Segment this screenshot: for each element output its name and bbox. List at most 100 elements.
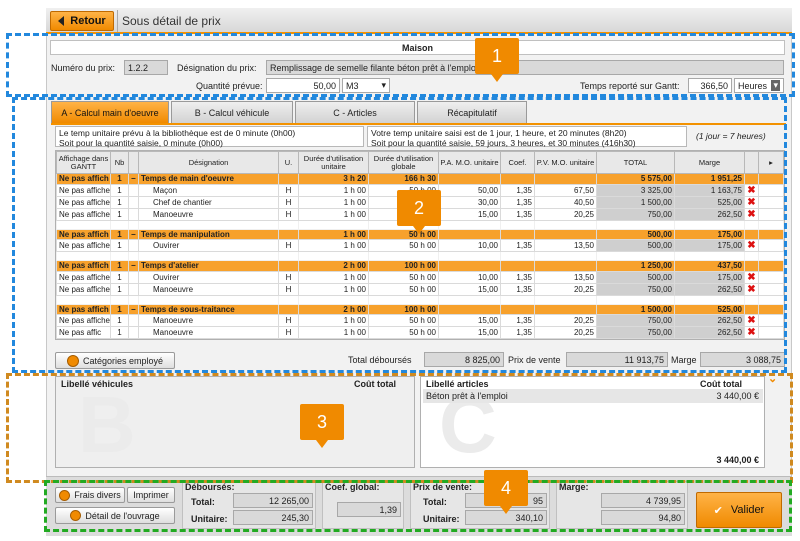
cell-pa[interactable]: 15,00 (438, 326, 501, 339)
table-row[interactable]: Ne pas affic 1 Manoeuvre H 1 h 00 50 h 00 15,0… (56, 326, 784, 339)
cell-pa[interactable]: 10,00 (438, 270, 501, 284)
cell-pa[interactable] (438, 228, 501, 240)
detail-ouvrage-button[interactable]: Détail de l'ouvrage (55, 507, 175, 524)
unite-select[interactable]: M3 ▾ (342, 78, 390, 93)
group-row[interactable]: Ne pas affich 1− Temps d'atelier 2 h 00 100 … (56, 260, 784, 272)
cell-coef[interactable]: 1,35 (500, 207, 535, 221)
quantite-field[interactable]: 50,00 (266, 78, 340, 93)
debourses-total-field: 12 265,00 (233, 493, 313, 508)
frais-divers-button[interactable]: Frais divers (55, 487, 125, 503)
numero-field[interactable]: 1.2.2 (124, 60, 168, 75)
cell-coef[interactable]: 1,35 (500, 270, 535, 284)
cell-pa[interactable]: 15,00 (438, 207, 501, 221)
cell-pa[interactable]: 30,00 (438, 195, 501, 209)
cell-des[interactable]: Manoeuvre (138, 207, 279, 221)
imprimer-button[interactable]: Imprimer (127, 487, 175, 503)
col-affichage[interactable]: Affichage dans GANTT (56, 151, 111, 174)
delete-icon[interactable]: ✖ (744, 326, 759, 339)
cell-coef[interactable]: 1,35 (500, 282, 535, 296)
cell-coef[interactable] (500, 303, 535, 315)
cell-aff[interactable]: Ne pas affich (56, 228, 111, 240)
cell-des[interactable]: Temps de main d'oeuvre (138, 173, 279, 185)
tab-vehicule[interactable]: B - Calcul véhicule (171, 101, 293, 123)
tab-articles[interactable]: C - Articles (295, 101, 415, 123)
cell-des[interactable]: Chef de chantier (138, 195, 279, 209)
col-unite[interactable]: U. (278, 151, 299, 174)
group-row[interactable]: Ne pas affich 1− Temps de manipulation 1 h … (56, 228, 784, 240)
gantt-unit-select[interactable]: Heures ▾ (734, 78, 784, 93)
cell-pa[interactable]: 15,00 (438, 282, 501, 296)
gantt-field[interactable]: 366,50 (688, 78, 732, 93)
col-designation[interactable]: Désignation (138, 151, 279, 174)
cell-aff[interactable]: Ne pas affich (56, 303, 111, 315)
col-pa-mo[interactable]: P.A. M.O. unitaire (438, 151, 501, 174)
cell-total: 750,00 (596, 207, 675, 221)
valider-button[interactable]: ✔ Valider (696, 492, 782, 528)
cell-aff[interactable]: Ne pas affich (56, 173, 111, 185)
cell-des[interactable]: Temps d'atelier (138, 260, 279, 272)
cell-aff[interactable]: Ne pas affiche (56, 282, 111, 296)
delete-icon[interactable]: ✖ (744, 282, 759, 296)
cell-des[interactable]: Maçon (138, 183, 279, 197)
cell-coef[interactable] (500, 260, 535, 272)
cell-aff[interactable]: Ne pas affich (56, 260, 111, 272)
back-button[interactable]: Retour (50, 11, 114, 31)
cell-pa[interactable]: 10,00 (438, 239, 501, 252)
cell-des[interactable]: Manoeuvre (138, 326, 279, 339)
designation-field[interactable]: Remplissage de semelle filante béton prê… (266, 60, 784, 75)
table-row[interactable]: Ne pas affiche 1 Ouvirer H 1 h 00 50 h 00 10,0… (56, 239, 784, 252)
cell-pa[interactable] (438, 173, 501, 185)
collapse-icon[interactable]: − (128, 260, 139, 272)
cell-coef[interactable] (500, 228, 535, 240)
collapse-icon[interactable]: − (128, 173, 139, 185)
cell-des[interactable]: Temps de sous-traitance (138, 303, 279, 315)
cell-des[interactable]: Ouvirer (138, 270, 279, 284)
col-marge[interactable]: Marge (674, 151, 745, 174)
cell-pa[interactable]: 15,00 (438, 314, 501, 327)
cell-des[interactable]: Ouvirer (138, 239, 279, 252)
delete-icon[interactable]: ✖ (744, 239, 759, 252)
collapse-chevron-icon[interactable]: ⌄ (768, 373, 778, 385)
cell-pa[interactable]: 50,00 (438, 183, 501, 197)
cell-coef[interactable] (500, 173, 535, 185)
col-duree-globale[interactable]: Durée d'utilisation globale (368, 151, 439, 174)
cell-coef[interactable]: 1,35 (500, 195, 535, 209)
col-coef[interactable]: Coef. (500, 151, 535, 174)
delete-icon[interactable]: ✖ (744, 270, 759, 284)
cell-aff[interactable]: Ne pas affiche (56, 207, 111, 221)
delete-icon[interactable]: ✖ (744, 207, 759, 221)
delete-icon[interactable]: ✖ (744, 195, 759, 209)
cell-aff[interactable]: Ne pas affic (56, 326, 111, 339)
collapse-icon[interactable]: − (128, 228, 139, 240)
group-row[interactable]: Ne pas affich 1− Temps de main d'oeuvre 3 h… (56, 173, 784, 185)
tab-recapitulatif[interactable]: Récapitulatif (417, 101, 527, 123)
delete-icon[interactable]: ✖ (744, 314, 759, 327)
cell-aff[interactable]: Ne pas affiche (56, 239, 111, 252)
col-total[interactable]: TOTAL (596, 151, 675, 174)
cell-aff[interactable]: Ne pas affiche (56, 183, 111, 197)
cell-aff[interactable]: Ne pas affiche (56, 314, 111, 327)
collapse-icon[interactable]: − (128, 303, 139, 315)
col-duree-unitaire[interactable]: Durée d'utilisation unitaire (298, 151, 369, 174)
cell-pa[interactable] (438, 303, 501, 315)
cell-des[interactable]: Manoeuvre (138, 314, 279, 327)
cell-coef[interactable]: 1,35 (500, 183, 535, 197)
cell-pa[interactable] (438, 260, 501, 272)
article-row[interactable]: Béton prêt à l'emploi 3 440,00 € (423, 389, 763, 403)
cell-coef[interactable]: 1,35 (500, 239, 535, 252)
cell-coef[interactable]: 1,35 (500, 314, 535, 327)
categories-button[interactable]: Catégories employé (55, 352, 175, 369)
delete-icon[interactable]: ✖ (744, 183, 759, 197)
tab-main-oeuvre[interactable]: A - Calcul main d'oeuvre (51, 101, 169, 123)
col-nb[interactable]: Nb (110, 151, 129, 174)
table-row[interactable]: Ne pas affiche 1 Ouvirer H 1 h 00 50 h 00 10,0… (56, 270, 784, 284)
cell-coef[interactable]: 1,35 (500, 326, 535, 339)
cell-des[interactable]: Manoeuvre (138, 282, 279, 296)
cell-aff[interactable]: Ne pas affiche (56, 195, 111, 209)
cell-des[interactable]: Temps de manipulation (138, 228, 279, 240)
col-pv-mo[interactable]: P.V. M.O. unitaire (534, 151, 597, 174)
group-row[interactable]: Ne pas affich 1− Temps de sous-traitance 2 … (56, 303, 784, 315)
cell-aff[interactable]: Ne pas affiche (56, 270, 111, 284)
